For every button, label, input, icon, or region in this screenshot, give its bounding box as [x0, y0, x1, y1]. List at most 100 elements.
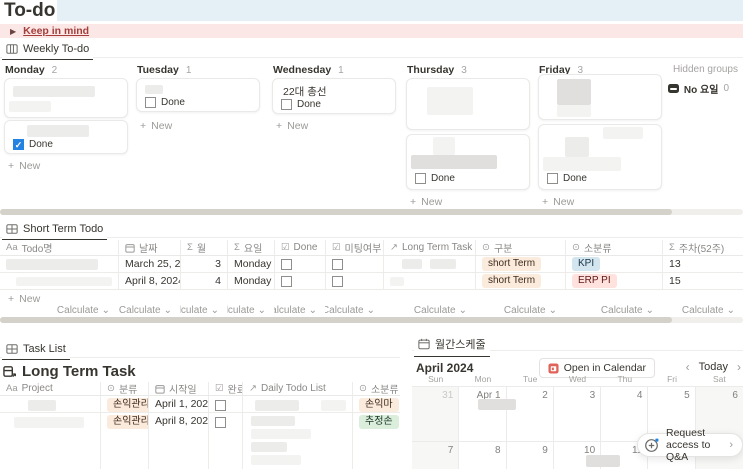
- calculate-button[interactable]: Calculate⌄: [503, 305, 557, 316]
- column-header-weekday[interactable]: Σ 요일: [227, 240, 274, 256]
- board-column-monday[interactable]: Monday 2: [5, 64, 58, 76]
- cell-date[interactable]: April 8, 2024: [118, 273, 180, 290]
- table-scrollbar[interactable]: [0, 317, 743, 323]
- cell-month[interactable]: 4: [180, 273, 227, 290]
- calendar-today-button[interactable]: Today: [698, 361, 728, 373]
- cell-month[interactable]: 3: [180, 256, 227, 273]
- board-card[interactable]: Done: [406, 134, 530, 190]
- column-header-category[interactable]: ⊙ 분류: [100, 382, 148, 396]
- cell-complete[interactable]: [208, 396, 242, 413]
- tab-short-term-todo[interactable]: Short Term Todo: [2, 223, 108, 240]
- request-access-qa-button[interactable]: Request access to Q&A ›: [637, 427, 743, 463]
- cell-category[interactable]: short Term: [475, 273, 565, 290]
- cell-meeting[interactable]: [325, 256, 383, 273]
- calculate-button[interactable]: Calculate⌄: [600, 305, 654, 316]
- board-card[interactable]: [538, 74, 662, 120]
- board-card[interactable]: [4, 78, 128, 118]
- done-checkbox[interactable]: [281, 258, 292, 270]
- board-scrollbar[interactable]: [0, 209, 743, 215]
- column-header-todo[interactable]: Aa Todo명: [0, 240, 118, 256]
- calendar-cell[interactable]: 31: [412, 387, 460, 442]
- calculate-button[interactable]: Calculate⌄: [325, 305, 375, 316]
- cell-done[interactable]: [274, 273, 325, 290]
- calculate-button[interactable]: Calculate⌄: [413, 305, 467, 316]
- tab-task-list[interactable]: Task List: [2, 343, 70, 360]
- calendar-cell[interactable]: 2: [506, 387, 554, 442]
- column-header-category[interactable]: ⊙ 구분: [475, 240, 565, 256]
- cell-todo[interactable]: [0, 256, 118, 273]
- page-title[interactable]: To-do: [4, 0, 56, 21]
- table-scrollbar-thumb[interactable]: [0, 317, 672, 323]
- cell-meeting[interactable]: [325, 273, 383, 290]
- calendar-cell[interactable]: 6: [695, 387, 743, 442]
- cell-subcategory[interactable]: 손익마: [352, 396, 400, 413]
- cell-week[interactable]: 13: [662, 256, 743, 273]
- complete-checkbox[interactable]: [215, 417, 226, 428]
- cell-category[interactable]: short Term: [475, 256, 565, 273]
- board-new-button[interactable]: + New: [542, 196, 575, 208]
- cell-weekday[interactable]: Monday: [227, 273, 274, 290]
- done-checkbox-checked[interactable]: ✓: [13, 139, 24, 150]
- done-checkbox[interactable]: [145, 97, 156, 108]
- board-scrollbar-thumb[interactable]: [0, 209, 672, 215]
- open-in-calendar-button[interactable]: Open in Calendar: [538, 358, 655, 378]
- board-column-tuesday[interactable]: Tuesday 1: [137, 64, 192, 76]
- board-new-button[interactable]: + New: [140, 120, 173, 132]
- calculate-button[interactable]: Calculate⌄: [227, 305, 266, 316]
- calendar-cell[interactable]: Apr 1: [459, 387, 507, 442]
- column-header-week[interactable]: Σ 주차(52주): [662, 240, 743, 256]
- cell-subcategory[interactable]: 추정손: [352, 413, 400, 469]
- done-checkbox[interactable]: [415, 173, 426, 184]
- board-new-button[interactable]: + New: [8, 160, 41, 172]
- calendar-cell[interactable]: 7: [412, 442, 460, 469]
- table-new-button[interactable]: + New: [8, 293, 41, 305]
- tab-monthly-schedule[interactable]: 월간스케줄: [414, 336, 490, 357]
- cell-date[interactable]: March 25, 2024: [118, 256, 180, 273]
- board-new-button[interactable]: + New: [276, 120, 309, 132]
- column-header-long-term-task[interactable]: ↗ Long Term Task: [383, 240, 475, 256]
- cell-todo[interactable]: [0, 273, 118, 290]
- keep-in-mind-toggle[interactable]: ▶ Keep in mind: [0, 24, 743, 38]
- cell-complete[interactable]: [208, 413, 242, 469]
- column-header-start-date[interactable]: 시작일: [148, 382, 208, 396]
- toggle-arrow-icon[interactable]: ▶: [10, 26, 17, 36]
- calendar-cell[interactable]: 4: [601, 387, 649, 442]
- done-checkbox[interactable]: [281, 275, 292, 287]
- column-header-subcategory[interactable]: ⊙ 소분류: [352, 382, 400, 396]
- column-header-done[interactable]: ☑ Done: [274, 240, 325, 256]
- board-card[interactable]: ✓ Done: [4, 120, 128, 154]
- cell-daily-todo[interactable]: [242, 396, 352, 413]
- hidden-group-no-weekday[interactable]: No 요일 0: [667, 81, 729, 96]
- calendar-cell[interactable]: 9: [507, 442, 554, 469]
- cell-done[interactable]: [274, 256, 325, 273]
- cell-daily-todo[interactable]: [242, 413, 352, 469]
- cell-subcategory[interactable]: KPI: [565, 256, 662, 273]
- column-header-daily-todo[interactable]: ↗ Daily Todo List: [242, 382, 352, 396]
- cell-week[interactable]: 15: [662, 273, 743, 290]
- calculate-button[interactable]: Calculate⌄: [274, 305, 317, 316]
- cell-long-term-task[interactable]: [383, 256, 475, 273]
- meeting-checkbox[interactable]: [332, 258, 343, 270]
- board-card[interactable]: Done: [136, 78, 260, 112]
- board-column-wednesday[interactable]: Wednesday 1: [273, 64, 344, 76]
- column-header-meeting[interactable]: ☑ 미팅여부: [325, 240, 383, 256]
- cell-start-date[interactable]: April 8, 2024: [148, 413, 208, 469]
- calculate-button[interactable]: Calculate⌄: [681, 305, 735, 316]
- cell-subcategory[interactable]: ERP PI: [565, 273, 662, 290]
- board-column-thursday[interactable]: Thursday 3: [407, 64, 467, 76]
- calculate-button[interactable]: Calculate⌄: [180, 305, 219, 316]
- cell-start-date[interactable]: April 1, 2024: [148, 396, 208, 413]
- calculate-button[interactable]: Calculate⌄: [118, 305, 172, 316]
- meeting-checkbox[interactable]: [332, 275, 343, 287]
- long-term-task-title[interactable]: Long Term Task: [3, 363, 136, 380]
- cell-weekday[interactable]: Monday: [227, 256, 274, 273]
- calculate-button[interactable]: Calculate⌄: [56, 305, 110, 316]
- column-header-complete[interactable]: ☑완료: [208, 382, 242, 396]
- cell-project[interactable]: [0, 413, 100, 469]
- keep-in-mind-label[interactable]: Keep in mind: [23, 25, 90, 37]
- cell-category[interactable]: 손익관리: [100, 396, 148, 413]
- board-card[interactable]: [406, 78, 530, 130]
- calendar-prev-icon[interactable]: ‹: [685, 360, 690, 374]
- column-header-subcategory[interactable]: ⊙ 소분류: [565, 240, 662, 256]
- cell-project[interactable]: [0, 396, 100, 413]
